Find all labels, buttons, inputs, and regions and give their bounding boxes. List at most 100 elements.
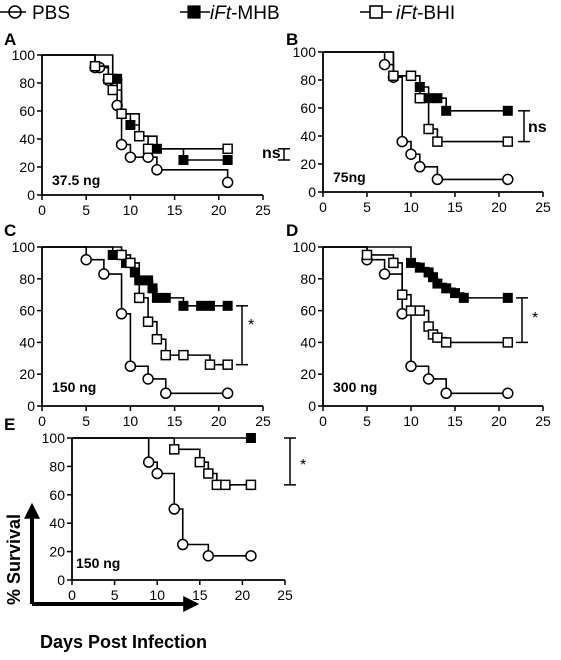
series-line-pbs bbox=[42, 54, 229, 183]
legend-item-ift-bhi: iFt-BHI bbox=[360, 3, 455, 24]
chart-panel-a: 0 20 40 60 80 100 0 5 10 15 20 25 A 37.5 ng ns bbox=[4, 30, 290, 218]
point-pbs bbox=[221, 176, 234, 189]
series-line-pbs bbox=[72, 437, 251, 557]
x-tick-label: 25 bbox=[535, 413, 551, 429]
point-pbs bbox=[115, 308, 128, 320]
point-ift-mhb bbox=[196, 300, 207, 311]
series-line-ift-bhi bbox=[72, 437, 251, 486]
point-pbs bbox=[177, 538, 189, 551]
y-tick-label: 60 bbox=[300, 100, 316, 116]
series-ift-mhb bbox=[323, 246, 513, 303]
y-tick-label: 60 bbox=[19, 103, 35, 119]
point-pbs bbox=[160, 387, 172, 400]
legend-label-italic: iFt bbox=[396, 3, 418, 24]
point-ift-mhb bbox=[204, 300, 215, 311]
point-ift-mhb bbox=[178, 155, 189, 165]
point-pbs bbox=[396, 308, 408, 320]
point-pbs bbox=[202, 550, 215, 562]
y-tick-label: 80 bbox=[19, 75, 35, 91]
chart-panel-b: 0 20 40 60 80 100 0 5 10 15 20 25 B 75ng ns bbox=[286, 30, 551, 215]
y-tick-label: 0 bbox=[57, 572, 65, 588]
point-ift-bhi bbox=[142, 316, 154, 327]
point-ift-bhi bbox=[168, 444, 180, 455]
dose-label: 300 ng bbox=[333, 379, 377, 395]
y-tick-label: 40 bbox=[49, 515, 65, 531]
point-ift-bhi bbox=[125, 257, 136, 269]
y-tick-label: 80 bbox=[300, 72, 316, 88]
y-tick-label: 100 bbox=[293, 239, 317, 255]
point-ift-bhi bbox=[396, 289, 408, 300]
point-ift-mhb bbox=[160, 292, 171, 303]
point-ift-bhi bbox=[151, 333, 163, 345]
x-tick-label: 10 bbox=[149, 587, 165, 603]
x-tick-label: 20 bbox=[211, 202, 227, 218]
point-ift-bhi bbox=[89, 60, 101, 72]
x-tick-label: 5 bbox=[111, 587, 119, 603]
point-ift-mhb bbox=[112, 73, 123, 84]
x-tick-label: 20 bbox=[235, 587, 251, 603]
point-ift-mhb bbox=[222, 155, 233, 165]
point-pbs bbox=[431, 173, 444, 186]
x-tick-label: 0 bbox=[38, 413, 46, 429]
series-ift-bhi bbox=[42, 54, 233, 155]
x-tick-label: 15 bbox=[447, 199, 463, 215]
series-ift-bhi bbox=[72, 437, 257, 491]
significance-label: ns bbox=[262, 145, 281, 162]
y-axis-label: % Survival bbox=[4, 514, 24, 605]
legend-item-ift-mhb: iFt-MHB bbox=[180, 3, 280, 24]
point-pbs bbox=[115, 138, 128, 151]
filled-square-marker-icon bbox=[187, 5, 201, 19]
legend-item-pbs: PBS bbox=[0, 3, 70, 24]
point-ift-bhi bbox=[203, 468, 214, 479]
point-ift-bhi bbox=[245, 479, 257, 491]
point-pbs bbox=[440, 387, 452, 400]
y-tick-label: 60 bbox=[300, 303, 316, 319]
y-tick-label: 0 bbox=[27, 187, 35, 203]
y-tick-label: 100 bbox=[42, 430, 66, 446]
series-ift-bhi bbox=[42, 246, 233, 370]
point-ift-bhi bbox=[405, 70, 417, 82]
x-tick-label: 5 bbox=[363, 413, 371, 429]
point-ift-bhi bbox=[116, 108, 127, 120]
x-tick-label: 0 bbox=[319, 413, 327, 429]
axis-arrows: % Survival Days Post Infection bbox=[4, 502, 207, 652]
point-ift-bhi bbox=[432, 332, 443, 343]
series-ift-bhi bbox=[323, 51, 514, 147]
point-ift-mhb bbox=[458, 292, 469, 303]
point-pbs bbox=[142, 456, 155, 468]
point-pbs bbox=[124, 360, 137, 372]
legend-label-rest: -BHI bbox=[417, 3, 455, 24]
point-ift-mhb bbox=[502, 105, 513, 116]
point-ift-mhb bbox=[178, 300, 189, 311]
open-square-marker-icon bbox=[369, 5, 383, 19]
point-ift-bhi bbox=[220, 479, 231, 491]
panel-letter: B bbox=[286, 30, 298, 49]
point-pbs bbox=[142, 373, 154, 385]
x-tick-label: 15 bbox=[447, 413, 463, 429]
point-pbs bbox=[124, 151, 137, 163]
y-tick-label: 60 bbox=[49, 487, 65, 503]
significance-label: * bbox=[248, 317, 254, 334]
point-pbs bbox=[168, 503, 180, 515]
series-pbs bbox=[42, 246, 234, 400]
significance-bracket: * bbox=[516, 297, 538, 344]
x-tick-label: 0 bbox=[68, 587, 76, 603]
x-tick-label: 10 bbox=[403, 413, 419, 429]
y-tick-label: 0 bbox=[308, 184, 316, 200]
point-ift-mhb bbox=[245, 433, 256, 443]
x-tick-label: 25 bbox=[277, 587, 293, 603]
x-tick-label: 25 bbox=[255, 202, 271, 218]
series-ift-mhb bbox=[323, 51, 513, 116]
point-ift-mhb bbox=[125, 120, 136, 130]
significance-bracket: * bbox=[236, 305, 254, 366]
x-tick-label: 25 bbox=[255, 413, 271, 429]
x-tick-label: 15 bbox=[167, 413, 183, 429]
series-line-ift-mhb bbox=[42, 54, 228, 161]
y-tick-label: 80 bbox=[19, 271, 35, 287]
legend-label-ift-bhi: iFt-BHI bbox=[396, 3, 455, 24]
x-axis-label: Days Post Infection bbox=[40, 632, 207, 652]
x-tick-label: 5 bbox=[82, 413, 90, 429]
point-ift-bhi bbox=[107, 84, 118, 96]
point-ift-bhi bbox=[160, 349, 172, 361]
point-pbs bbox=[422, 373, 435, 385]
